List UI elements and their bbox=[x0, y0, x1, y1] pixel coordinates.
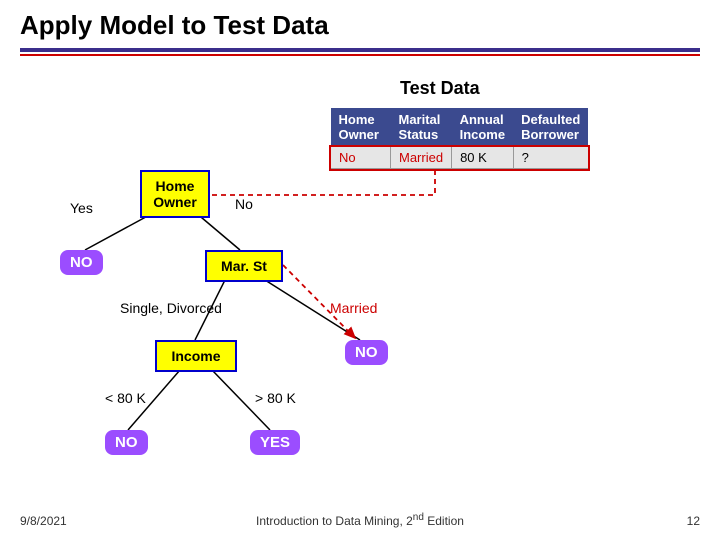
edge-label-yes: Yes bbox=[70, 200, 93, 216]
node-home-owner: Home Owner bbox=[140, 170, 210, 218]
cell-defaulted: ? bbox=[513, 147, 588, 169]
footer-center-sup: nd bbox=[413, 512, 424, 523]
node-no-3: NO bbox=[105, 430, 148, 455]
cell-home-owner: No bbox=[331, 147, 391, 169]
edge-label-lt80k: < 80 K bbox=[105, 390, 146, 406]
table-header-row: Home Owner Marital Status Annual Income … bbox=[331, 108, 589, 147]
page-title: Apply Model to Test Data bbox=[20, 10, 329, 41]
edge-label-single-divorced: Single, Divorced bbox=[120, 300, 222, 316]
tree-edges bbox=[0, 0, 720, 540]
footer-page-number: 12 bbox=[687, 514, 700, 528]
edge-label-gt80k: > 80 K bbox=[255, 390, 296, 406]
col-home-owner: Home Owner bbox=[331, 108, 391, 147]
node-marital-status: Mar. St bbox=[205, 250, 283, 282]
node-no-2: NO bbox=[345, 340, 388, 365]
cell-annual-income: 80 K bbox=[452, 147, 514, 169]
test-data-table: Home Owner Marital Status Annual Income … bbox=[330, 108, 589, 169]
edge-label-married: Married bbox=[330, 300, 377, 316]
table-row: No Married 80 K ? bbox=[331, 147, 589, 169]
divider-top bbox=[20, 48, 700, 52]
subtitle: Test Data bbox=[400, 78, 480, 99]
col-defaulted: Defaulted Borrower bbox=[513, 108, 588, 147]
footer-center-post: Edition bbox=[424, 514, 464, 528]
col-marital-status: Marital Status bbox=[391, 108, 452, 147]
node-income: Income bbox=[155, 340, 237, 372]
divider-bottom bbox=[20, 54, 700, 56]
edge-label-no: No bbox=[235, 196, 253, 212]
col-annual-income: Annual Income bbox=[452, 108, 514, 147]
footer-center-pre: Introduction to Data Mining, 2 bbox=[256, 514, 413, 528]
node-no-1: NO bbox=[60, 250, 103, 275]
footer-center: Introduction to Data Mining, 2nd Edition bbox=[0, 512, 720, 528]
node-yes: YES bbox=[250, 430, 300, 455]
cell-marital-status: Married bbox=[391, 147, 452, 169]
